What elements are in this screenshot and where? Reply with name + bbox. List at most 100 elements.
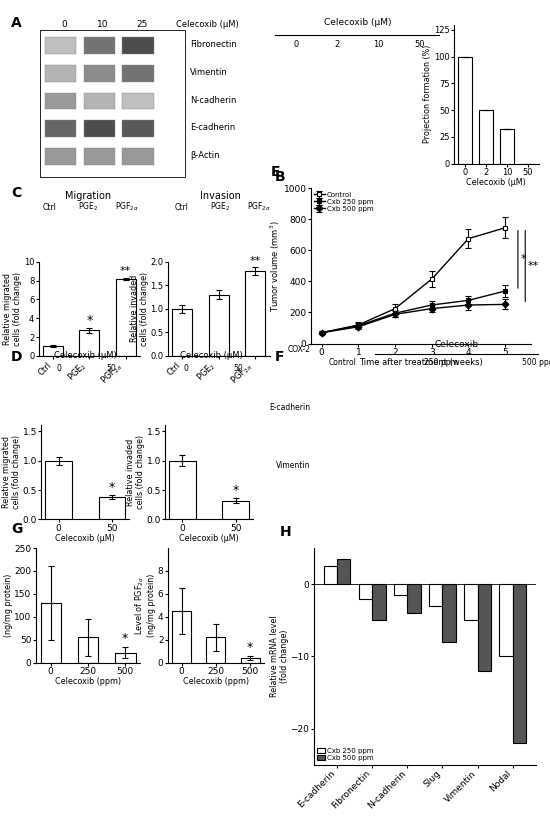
Text: Celecoxib (μM): Celecoxib (μM) [54,350,117,360]
Bar [84,120,115,137]
Y-axis label: Relative mRNA level
(fold change): Relative mRNA level (fold change) [270,616,289,697]
Bar [84,65,115,82]
Text: *: * [247,641,254,654]
Text: E-cadherin: E-cadherin [190,124,235,133]
Text: 0: 0 [57,364,62,373]
Bar [394,584,408,595]
Bar [477,584,491,671]
Text: Vimentin: Vimentin [276,461,311,470]
Bar [169,461,196,519]
Text: A: A [11,16,22,30]
Text: *: * [122,632,128,645]
Bar [222,501,249,519]
Bar [206,637,226,663]
Bar [499,584,513,656]
Text: Celecoxib (μM): Celecoxib (μM) [324,18,391,28]
Text: 25: 25 [136,20,147,29]
Bar [79,330,100,356]
Bar [98,497,125,519]
Text: 50: 50 [107,364,116,373]
Bar [499,129,514,164]
Bar [43,347,63,356]
Text: β-Actin: β-Actin [190,151,219,160]
Y-axis label: Relative invaded
cells (fold change): Relative invaded cells (fold change) [125,435,145,510]
Text: *: * [520,254,526,264]
Text: 50: 50 [233,364,243,373]
Y-axis label: Relative migrated
cells (fold change): Relative migrated cells (fold change) [3,272,23,346]
Text: 500 ppm: 500 ppm [522,357,550,366]
Text: Invasion: Invasion [200,191,240,200]
Text: E: E [271,164,280,179]
Bar [84,92,115,110]
Bar [122,120,154,137]
Text: Celecoxib (μM): Celecoxib (μM) [175,20,238,29]
Bar [78,637,98,663]
Text: Control: Control [329,357,356,366]
Text: **: ** [120,266,131,276]
Bar [208,294,229,356]
Y-axis label: Projection formation (%): Projection formation (%) [424,45,432,143]
Bar [478,110,493,164]
X-axis label: Celecoxib (μM): Celecoxib (μM) [179,534,239,543]
Text: *: * [233,484,239,497]
X-axis label: Celecoxib (μM): Celecoxib (μM) [56,534,115,543]
Bar [408,584,421,614]
Text: **: ** [528,261,539,271]
Bar [464,584,477,620]
Bar [359,584,372,599]
Text: Fibronectin: Fibronectin [190,40,237,49]
Bar [442,584,456,642]
Text: Vimentin: Vimentin [190,68,228,77]
Text: C: C [11,187,21,200]
Text: 0: 0 [62,20,67,29]
Y-axis label: Level of PGF$_{2\alpha}$
(ng/mg protein): Level of PGF$_{2\alpha}$ (ng/mg protein) [134,573,156,637]
Text: PGF$_{2\alpha}$: PGF$_{2\alpha}$ [246,201,271,213]
Text: 2: 2 [334,40,339,49]
X-axis label: Time after treatment (weeks): Time after treatment (weeks) [359,358,483,367]
Text: Migration: Migration [65,191,111,200]
Text: N-cadherin: N-cadherin [190,96,236,105]
Bar [372,584,386,620]
Bar [122,148,154,164]
Bar [45,38,76,54]
Bar [241,658,260,663]
X-axis label: Celecoxib (ppm): Celecoxib (ppm) [183,677,249,686]
Text: PGF$_{2\alpha}$: PGF$_{2\alpha}$ [114,201,139,213]
Text: Ctrl: Ctrl [42,203,57,212]
Text: Ctrl: Ctrl [174,203,189,212]
Legend: Control, Cxb 250 ppm, Cxb 500 ppm: Control, Cxb 250 ppm, Cxb 500 ppm [314,191,373,212]
Legend: Cxb 250 ppm, Cxb 500 ppm: Cxb 250 ppm, Cxb 500 ppm [317,748,374,762]
Text: 250 ppm: 250 ppm [424,357,458,366]
Y-axis label: Relative invaded
cells (fold change): Relative invaded cells (fold change) [130,272,149,346]
Bar [122,38,154,54]
Text: *: * [86,313,92,326]
X-axis label: Celecoxib (ppm): Celecoxib (ppm) [55,677,121,686]
Text: PGE$_2$: PGE$_2$ [210,201,230,213]
Text: **: ** [249,256,261,266]
Bar [41,603,61,663]
Bar [172,309,192,356]
Text: E-cadherin: E-cadherin [270,403,311,412]
Bar [323,566,337,584]
X-axis label: Celecoxib (μM): Celecoxib (μM) [466,178,526,187]
Y-axis label: Tumor volume (mm$^3$): Tumor volume (mm$^3$) [269,220,282,312]
Bar [122,92,154,110]
Bar [45,120,76,137]
Text: 50: 50 [414,40,425,49]
Bar [84,148,115,164]
Bar [45,92,76,110]
Text: 0: 0 [293,40,298,49]
Text: 10: 10 [97,20,109,29]
Text: *: * [109,480,115,493]
Bar [122,65,154,82]
Y-axis label: Level of PGE$_2$
(ng/mg protein): Level of PGE$_2$ (ng/mg protein) [0,573,13,637]
Bar [45,461,72,519]
Bar [84,38,115,54]
Text: Celecoxib: Celecoxib [434,339,479,348]
Text: PGE$_2$: PGE$_2$ [78,201,98,213]
Bar [429,584,442,606]
Bar [245,272,265,356]
Y-axis label: Relative migrated
cells (fold change): Relative migrated cells (fold change) [2,435,21,510]
Bar [45,65,76,82]
Text: F: F [275,350,284,364]
